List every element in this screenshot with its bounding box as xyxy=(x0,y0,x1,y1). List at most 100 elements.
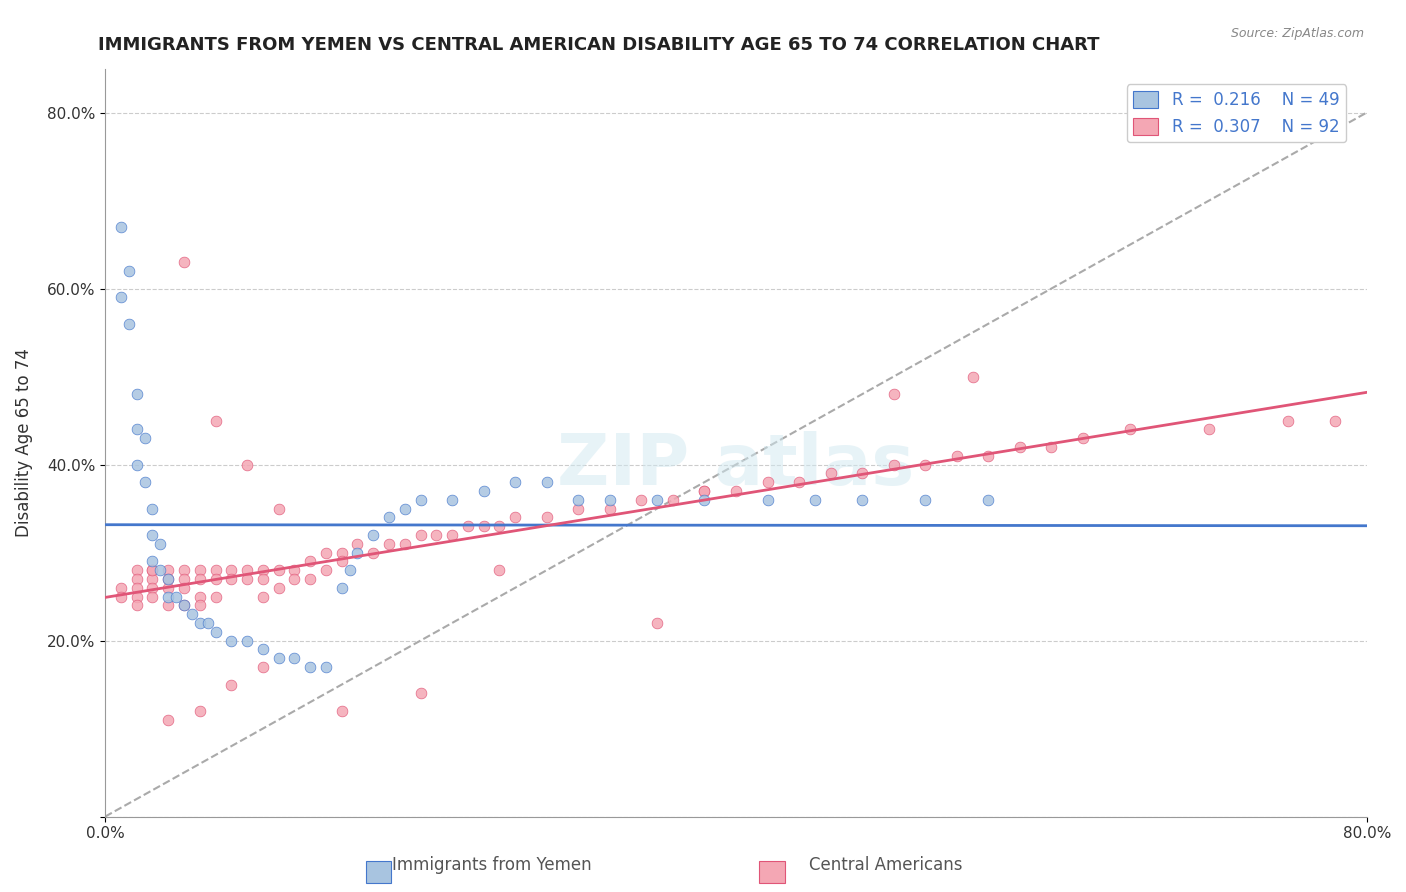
Point xyxy=(346,537,368,551)
Point xyxy=(204,413,226,427)
Point xyxy=(693,483,716,498)
Point xyxy=(197,615,219,630)
Point xyxy=(236,563,259,577)
Point xyxy=(472,483,495,498)
Point xyxy=(630,492,652,507)
Point xyxy=(188,615,211,630)
Point xyxy=(488,519,510,533)
Point xyxy=(110,581,132,595)
Point xyxy=(567,501,589,516)
Point xyxy=(1008,440,1031,454)
Point xyxy=(914,492,936,507)
Point xyxy=(662,492,685,507)
Point xyxy=(883,458,905,472)
Point xyxy=(645,615,668,630)
Point xyxy=(693,492,716,507)
Point xyxy=(330,545,353,559)
Point xyxy=(173,563,195,577)
Point xyxy=(118,264,141,278)
Point xyxy=(851,492,873,507)
Text: Source: ZipAtlas.com: Source: ZipAtlas.com xyxy=(1230,27,1364,40)
Point xyxy=(645,492,668,507)
Point xyxy=(267,581,290,595)
Point xyxy=(756,492,779,507)
Point xyxy=(236,633,259,648)
Point xyxy=(125,422,148,436)
Point xyxy=(315,545,337,559)
Point xyxy=(914,458,936,472)
Point xyxy=(267,501,290,516)
Point xyxy=(125,572,148,586)
Point xyxy=(236,458,259,472)
Point xyxy=(110,590,132,604)
Point xyxy=(173,599,195,613)
Point xyxy=(599,501,621,516)
Point xyxy=(125,590,148,604)
Point xyxy=(157,563,180,577)
Point xyxy=(693,483,716,498)
Point xyxy=(141,581,163,595)
Point xyxy=(346,545,368,559)
Point xyxy=(141,554,163,568)
Point xyxy=(267,651,290,665)
Point xyxy=(219,563,242,577)
Point xyxy=(165,590,187,604)
Y-axis label: Disability Age 65 to 74: Disability Age 65 to 74 xyxy=(15,348,32,537)
Point xyxy=(134,475,156,490)
Point xyxy=(503,475,526,490)
Point xyxy=(1324,413,1347,427)
Point xyxy=(599,492,621,507)
Point xyxy=(945,449,967,463)
Point xyxy=(756,475,779,490)
Point xyxy=(315,563,337,577)
Point xyxy=(299,554,322,568)
Point xyxy=(503,510,526,524)
Point xyxy=(188,704,211,718)
Point xyxy=(252,642,274,657)
Point xyxy=(157,599,180,613)
Point xyxy=(157,713,180,727)
Point xyxy=(204,572,226,586)
Point xyxy=(787,475,810,490)
Point xyxy=(188,572,211,586)
Point xyxy=(330,581,353,595)
Point xyxy=(361,528,384,542)
Point xyxy=(315,660,337,674)
Text: ZIP atlas: ZIP atlas xyxy=(557,431,914,500)
Point xyxy=(110,219,132,234)
Point xyxy=(252,572,274,586)
Point xyxy=(204,563,226,577)
Point xyxy=(157,581,180,595)
Point xyxy=(125,458,148,472)
Point xyxy=(394,501,416,516)
Point xyxy=(409,528,432,542)
Point xyxy=(236,572,259,586)
Point xyxy=(267,563,290,577)
Point xyxy=(149,537,172,551)
Point xyxy=(188,590,211,604)
Point xyxy=(962,369,984,384)
Point xyxy=(1277,413,1299,427)
Point xyxy=(457,519,479,533)
Point xyxy=(252,660,274,674)
Point xyxy=(1040,440,1063,454)
Point xyxy=(219,572,242,586)
Text: Immigrants from Yemen: Immigrants from Yemen xyxy=(392,856,592,874)
Point xyxy=(441,528,464,542)
Point xyxy=(219,633,242,648)
Point xyxy=(299,660,322,674)
Point xyxy=(173,572,195,586)
Point xyxy=(188,599,211,613)
Point xyxy=(883,387,905,401)
Point xyxy=(378,510,401,524)
Point xyxy=(488,563,510,577)
Point xyxy=(1071,431,1094,445)
Point xyxy=(394,537,416,551)
Point xyxy=(157,572,180,586)
Point xyxy=(378,537,401,551)
Point xyxy=(330,704,353,718)
Point xyxy=(283,651,305,665)
Point xyxy=(141,563,163,577)
Point xyxy=(409,686,432,700)
Point xyxy=(1119,422,1142,436)
